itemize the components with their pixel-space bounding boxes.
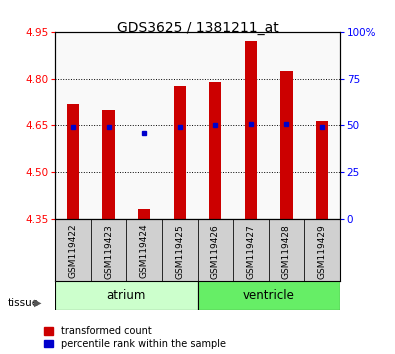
Text: ventricle: ventricle	[243, 289, 295, 302]
Bar	[198, 281, 340, 310]
Text: GSM119422: GSM119422	[69, 224, 77, 278]
Bar	[304, 32, 340, 219]
Bar	[198, 32, 233, 219]
Bar	[91, 219, 126, 281]
Bar	[67, 103, 79, 219]
Text: GSM119427: GSM119427	[246, 224, 255, 279]
Text: GSM119424: GSM119424	[140, 224, 149, 278]
Text: atrium: atrium	[107, 289, 146, 302]
Text: GSM119425: GSM119425	[175, 224, 184, 279]
Bar	[55, 219, 91, 281]
Bar	[280, 71, 293, 219]
Bar	[209, 82, 222, 219]
Text: GSM119426: GSM119426	[211, 224, 220, 279]
Bar	[138, 210, 150, 219]
Bar	[102, 110, 115, 219]
Bar	[233, 32, 269, 219]
Bar	[126, 32, 162, 219]
Text: GSM119423: GSM119423	[104, 224, 113, 279]
Bar	[162, 219, 198, 281]
Bar	[245, 41, 257, 219]
Bar	[173, 86, 186, 219]
Bar	[55, 32, 91, 219]
Bar	[91, 32, 126, 219]
Bar	[233, 219, 269, 281]
Bar	[316, 121, 328, 219]
Bar	[55, 281, 198, 310]
Text: ▶: ▶	[34, 298, 41, 308]
Text: GSM119428: GSM119428	[282, 224, 291, 279]
Bar	[198, 219, 233, 281]
Text: GSM119429: GSM119429	[318, 224, 326, 279]
Bar	[269, 32, 304, 219]
Bar	[304, 219, 340, 281]
Text: GDS3625 / 1381211_at: GDS3625 / 1381211_at	[117, 21, 278, 35]
Bar	[126, 219, 162, 281]
Bar	[162, 32, 198, 219]
Legend: transformed count, percentile rank within the sample: transformed count, percentile rank withi…	[44, 326, 226, 349]
Bar	[269, 219, 304, 281]
Text: tissue: tissue	[8, 298, 39, 308]
